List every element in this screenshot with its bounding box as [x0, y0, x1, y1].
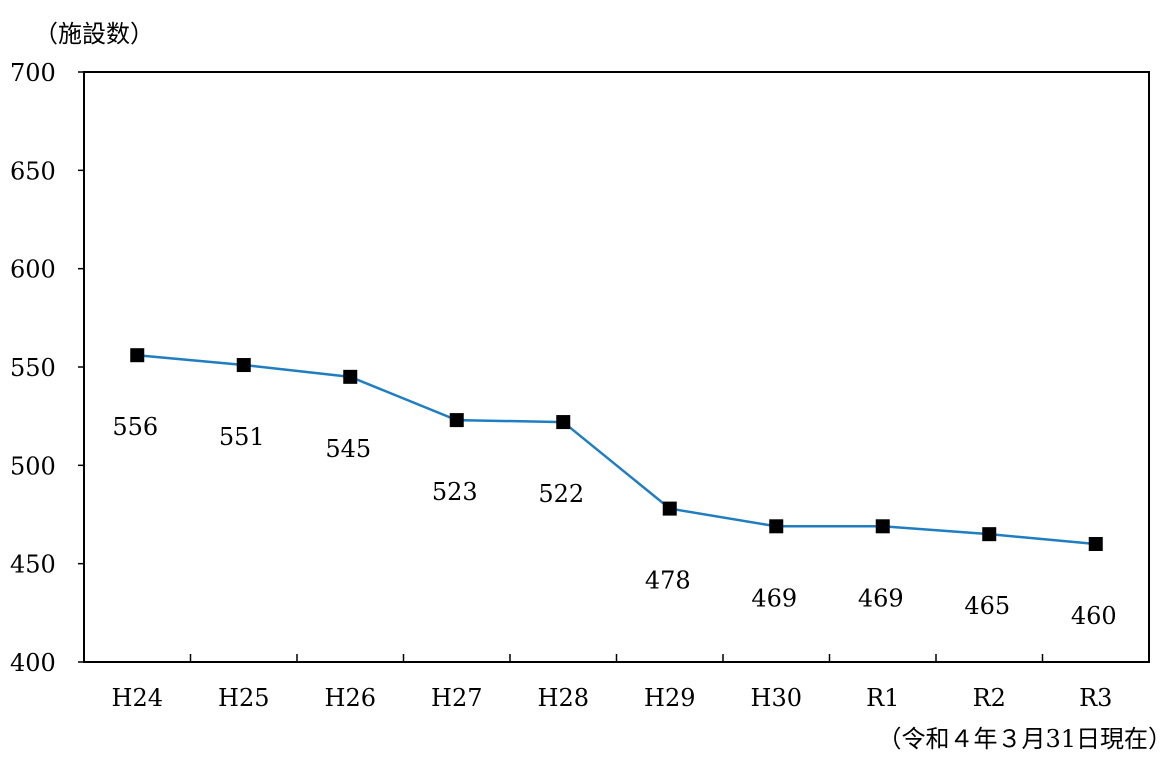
data-point	[662, 501, 677, 516]
data-label: 478	[645, 567, 691, 595]
x-tick-label: R3	[1079, 684, 1112, 712]
series-line	[137, 353, 1096, 546]
data-labels-group: 556 551 545 523 522 478 469 469 465 460	[112, 413, 1116, 630]
data-label: 522	[538, 480, 584, 508]
y-tick-label: 400	[10, 649, 56, 677]
x-tick-label: H29	[644, 684, 695, 712]
x-tick-label: H27	[431, 684, 482, 712]
x-tick-label: H25	[218, 684, 269, 712]
y-tick-label: 700	[10, 59, 56, 87]
y-axis-label: （施設数）	[34, 20, 154, 48]
x-tick-label: R1	[866, 684, 899, 712]
data-point	[1088, 537, 1103, 551]
data-label: 469	[751, 584, 797, 612]
data-point	[556, 415, 571, 430]
y-tick-label: 600	[10, 256, 56, 284]
data-point	[343, 369, 358, 384]
series-line-group	[137, 353, 1096, 546]
data-point	[769, 519, 784, 534]
x-tick-label: R2	[973, 684, 1006, 712]
data-label: 545	[325, 435, 371, 463]
x-tick-label: H30	[751, 684, 802, 712]
x-tick-label: H28	[538, 684, 589, 712]
x-axis: H24 H25 H26 H27 H28 H29 H30 R1 R2 R3	[112, 654, 1112, 712]
x-tick-label: H24	[112, 684, 163, 712]
data-point	[130, 348, 145, 363]
x-tick-label: H26	[325, 684, 376, 712]
data-label: 556	[112, 413, 158, 441]
data-point	[982, 527, 997, 542]
data-label: 465	[964, 592, 1010, 620]
y-tick-label: 650	[10, 157, 56, 185]
markers-group	[130, 348, 1103, 551]
data-point	[875, 519, 890, 534]
y-axis: 400 450 500 550 600 650 700	[10, 59, 84, 677]
data-label: 523	[432, 478, 478, 506]
y-tick-label: 500	[10, 452, 56, 480]
data-label: 460	[1071, 602, 1117, 630]
data-label: 551	[219, 423, 265, 451]
data-point	[449, 413, 464, 428]
y-tick-label: 550	[10, 354, 56, 382]
date-note: （令和４年３月31日現在）	[877, 725, 1172, 753]
data-label: 469	[858, 584, 904, 612]
y-tick-label: 450	[10, 551, 56, 579]
data-point	[236, 358, 251, 373]
